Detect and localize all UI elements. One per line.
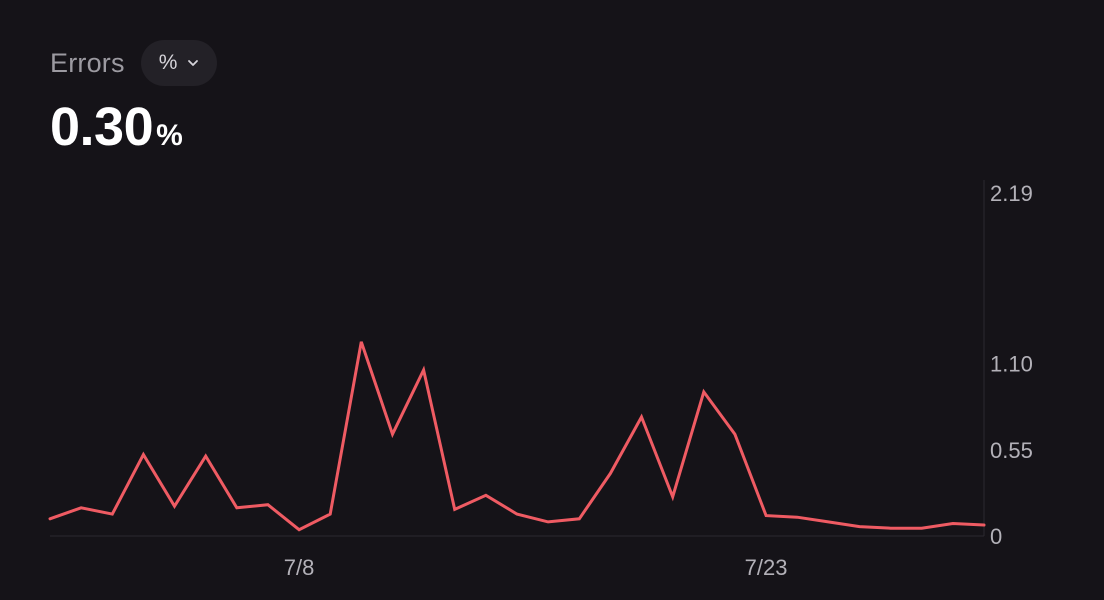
current-value: 0.30 % xyxy=(50,96,183,158)
series-line-errors xyxy=(48,341,986,532)
y-tick-label: 2.19 xyxy=(990,181,1033,206)
series-layer xyxy=(48,341,986,532)
metric-title: Errors xyxy=(50,47,125,78)
y-axis-ticks: 2.19 1.10 0.55 0 xyxy=(990,181,1033,549)
chevron-down-icon xyxy=(186,56,200,70)
current-value-number: 0.30 xyxy=(50,97,154,157)
y-tick-label: 1.10 xyxy=(990,352,1033,377)
card-header: Errors % xyxy=(50,40,218,86)
y-tick-label: 0 xyxy=(990,524,1002,549)
current-value-unit: % xyxy=(156,119,183,152)
unit-dropdown-label: % xyxy=(158,51,178,74)
x-tick-label: 7/8 xyxy=(284,555,315,580)
unit-dropdown[interactable]: % xyxy=(140,40,218,86)
x-axis-ticks: 7/8 7/23 xyxy=(284,555,788,580)
x-tick-label: 7/23 xyxy=(745,555,788,580)
y-tick-label: 0.55 xyxy=(990,438,1033,463)
